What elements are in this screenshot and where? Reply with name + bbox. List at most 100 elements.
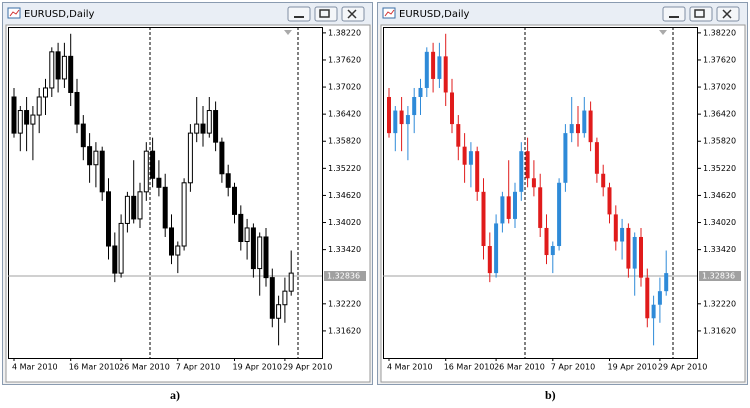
candle-body (181, 182, 187, 247)
candle-body (632, 236, 637, 269)
y-tick-label: 1.38220 (328, 28, 361, 37)
candle-body (424, 51, 429, 88)
candle-body (124, 195, 130, 224)
candle-body (213, 110, 219, 143)
title-bar (3, 3, 372, 25)
y-tick-label: 1.33420 (328, 245, 361, 254)
window-icon-line (384, 9, 395, 17)
candle-body (282, 290, 288, 306)
candle-body (639, 236, 643, 278)
y-tick-label: 1.36420 (328, 110, 361, 119)
x-tick-label: 19 Apr 2010 (608, 363, 657, 372)
y-tick-label: 1.35820 (328, 137, 361, 146)
price-label: 1.32836 (327, 271, 360, 280)
candle-body (263, 236, 269, 279)
candle-body (99, 150, 105, 193)
candle-body (288, 272, 294, 292)
minimize-button[interactable] (662, 6, 686, 22)
panel-caption: a) (170, 388, 180, 402)
candle-body (257, 236, 263, 270)
chart-window: EURUSD,Daily 1.38220 1.37620 1.37020 1.36420… (377, 2, 748, 402)
y-tick-label: 1.32220 (703, 299, 736, 308)
candle-body (162, 186, 168, 229)
candle-body (569, 124, 574, 134)
candle-body (456, 124, 461, 147)
y-tick-label: 1.37620 (328, 55, 361, 64)
candle-body (563, 133, 568, 183)
x-tick-label: 7 Apr 2010 (551, 363, 595, 372)
candle-body (68, 55, 74, 93)
candle-body (588, 110, 593, 143)
candle-body (225, 173, 231, 188)
y-tick-label: 1.38220 (703, 28, 736, 37)
candle-body (11, 96, 17, 134)
candle-body (550, 246, 555, 256)
candle-body (613, 214, 618, 242)
candle-body (143, 150, 149, 193)
candle-body (269, 277, 275, 319)
candle-body (80, 123, 86, 148)
candle-body (74, 91, 80, 125)
candle-body (651, 304, 656, 319)
x-tick-label: 26 Mar 2010 (119, 363, 170, 372)
chart-area (380, 24, 746, 383)
candle-body (399, 110, 404, 125)
x-tick-label: 29 Apr 2010 (283, 363, 332, 372)
candle-body (437, 56, 442, 79)
price-label-box (699, 270, 741, 281)
candle-body (657, 291, 662, 305)
candle-body (481, 191, 486, 247)
candle-body (531, 178, 536, 188)
candle-body (175, 245, 181, 256)
y-tick-label: 1.35220 (328, 164, 361, 173)
candle-body (194, 123, 200, 134)
x-tick-label: 16 Mar 2010 (69, 363, 120, 372)
candle-body (87, 146, 93, 166)
candle-body (607, 187, 612, 215)
candle-body (506, 196, 511, 219)
y-tick-label: 1.33420 (703, 245, 736, 254)
candle-body (200, 123, 206, 134)
y-tick-label: 1.34020 (328, 218, 361, 227)
shift-marker (284, 30, 292, 35)
y-tick-label: 1.31620 (328, 326, 361, 335)
window-icon-line (9, 9, 20, 17)
maximize-icon (694, 9, 705, 18)
y-tick-label: 1.37620 (703, 55, 736, 64)
candle-body (645, 277, 650, 319)
candle-body (538, 187, 543, 228)
candle-body (137, 191, 143, 220)
candle-body (664, 273, 669, 292)
candle-body (462, 146, 467, 165)
candle-body (118, 222, 124, 274)
minimize-button[interactable] (287, 6, 311, 22)
shift-marker (659, 30, 667, 35)
x-tick-label: 26 Mar 2010 (494, 363, 545, 372)
y-tick-label: 1.34020 (703, 218, 736, 227)
candle-body (412, 96, 417, 116)
x-tick-label: 7 Apr 2010 (176, 363, 220, 372)
candle-body (169, 227, 174, 256)
candle-body (500, 196, 505, 224)
candle-body (626, 227, 631, 269)
maximize-button[interactable] (314, 6, 338, 22)
candle-body (232, 186, 237, 215)
y-tick-label: 1.37020 (703, 83, 736, 92)
candle-body (431, 51, 436, 79)
candle-body (519, 151, 524, 192)
candle-body (112, 245, 118, 274)
candle-body (405, 115, 410, 125)
close-icon (347, 9, 357, 19)
maximize-button[interactable] (689, 6, 713, 22)
candle-body (475, 151, 480, 192)
x-tick-label: 19 Apr 2010 (233, 363, 282, 372)
y-tick-label: 1.32220 (328, 299, 361, 308)
candle-body (576, 124, 580, 134)
x-tick-label: 16 Mar 2010 (444, 363, 495, 372)
candle-body (487, 246, 492, 274)
candle-body (494, 223, 499, 274)
candle-body (544, 227, 549, 256)
candle-body (238, 213, 244, 242)
maximize-icon (319, 9, 330, 18)
